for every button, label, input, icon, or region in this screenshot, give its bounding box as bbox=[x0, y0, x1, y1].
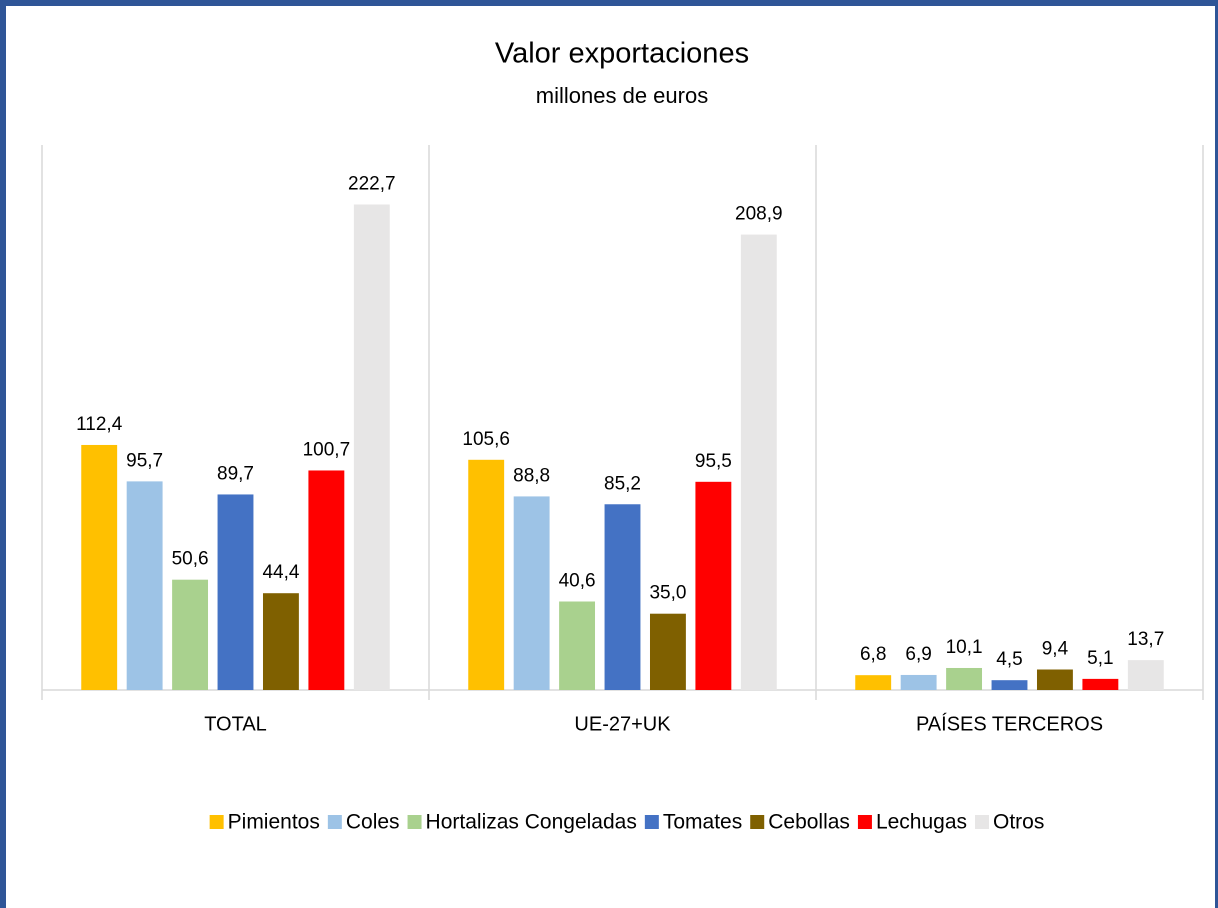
data-label: 6,8 bbox=[860, 644, 886, 665]
x-tick-label: UE-27+UK bbox=[574, 713, 671, 735]
legend-label: Otros bbox=[993, 811, 1044, 834]
bar bbox=[1036, 669, 1073, 690]
bar bbox=[1127, 660, 1164, 690]
bar bbox=[900, 674, 937, 690]
data-label: 100,7 bbox=[303, 439, 351, 460]
legend-label: Hortalizas Congeladas bbox=[426, 811, 637, 834]
bar bbox=[946, 667, 983, 690]
bar bbox=[217, 494, 254, 690]
legend-label: Pimientos bbox=[228, 811, 320, 834]
data-label: 112,4 bbox=[76, 414, 123, 435]
bar bbox=[308, 470, 345, 690]
data-label: 50,6 bbox=[172, 549, 209, 570]
data-label: 88,8 bbox=[513, 465, 550, 486]
data-label: 40,6 bbox=[559, 571, 596, 592]
data-label: 95,7 bbox=[126, 450, 163, 471]
bar bbox=[81, 444, 118, 690]
data-label: 44,4 bbox=[262, 562, 299, 583]
legend-swatch bbox=[750, 815, 765, 829]
legend-label: Coles bbox=[346, 811, 400, 834]
bar bbox=[649, 613, 686, 690]
data-label: 9,4 bbox=[1042, 639, 1069, 660]
data-label: 95,5 bbox=[695, 451, 732, 472]
data-label: 6,9 bbox=[905, 644, 931, 665]
data-label: 208,9 bbox=[735, 204, 783, 225]
bar bbox=[991, 680, 1028, 690]
legend-swatch bbox=[407, 815, 422, 829]
bar bbox=[126, 481, 163, 690]
legend-label: Tomates bbox=[663, 811, 742, 834]
bar bbox=[172, 579, 209, 690]
data-label: 4,5 bbox=[996, 649, 1022, 670]
bar bbox=[695, 481, 732, 690]
chart-subtitle: millones de euros bbox=[536, 83, 708, 108]
data-label: 89,7 bbox=[217, 463, 254, 484]
bar bbox=[513, 496, 550, 690]
data-label: 10,1 bbox=[946, 637, 983, 658]
bar bbox=[604, 504, 641, 690]
x-tick-label: PAÍSES TERCEROS bbox=[916, 712, 1103, 735]
legend-label: Cebollas bbox=[768, 811, 850, 834]
legend-label: Lechugas bbox=[876, 811, 967, 834]
legend-swatch bbox=[857, 815, 872, 829]
bar bbox=[1082, 678, 1119, 690]
legend-swatch bbox=[327, 815, 342, 829]
bar bbox=[855, 675, 892, 690]
data-label: 35,0 bbox=[649, 583, 686, 604]
x-tick-label: TOTAL bbox=[204, 713, 267, 735]
data-label: 13,7 bbox=[1127, 629, 1164, 650]
bar bbox=[740, 234, 777, 690]
data-label: 5,1 bbox=[1087, 648, 1113, 669]
legend-swatch bbox=[644, 815, 659, 829]
bar bbox=[468, 459, 505, 690]
bar bbox=[262, 593, 299, 690]
legend-swatch bbox=[209, 815, 224, 829]
data-label: 105,6 bbox=[462, 429, 510, 450]
data-label: 85,2 bbox=[604, 473, 641, 494]
bar bbox=[559, 601, 596, 690]
data-label: 222,7 bbox=[348, 174, 396, 195]
legend-swatch bbox=[975, 815, 990, 829]
bar bbox=[353, 204, 390, 690]
chart-title: Valor exportaciones bbox=[495, 38, 749, 70]
